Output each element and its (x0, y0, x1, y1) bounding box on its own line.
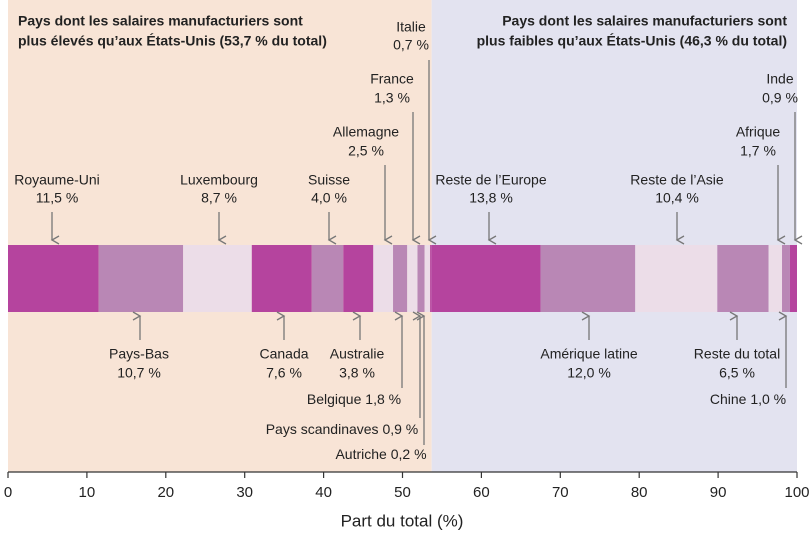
segment-name: Royaume-Uni (14, 172, 100, 188)
segment-label: Chine 1,0 % (710, 391, 786, 407)
segment-value-label: 8,7 % (201, 190, 237, 206)
bar-segment (540, 245, 636, 312)
bar-segment (98, 245, 184, 312)
segment-value-label: 3,8 % (339, 365, 375, 381)
bar-segment (343, 245, 374, 312)
region-title: plus élevés qu’aux États-Unis (53,7 % du… (18, 33, 327, 49)
segment-name: Belgique (307, 391, 362, 407)
bar-segment (8, 245, 99, 312)
segment-name: Luxembourg (180, 172, 258, 188)
segment-value-label: 2,5 % (348, 143, 384, 159)
segment-name: France (370, 71, 414, 87)
plot: Royaume-Uni 11,5 % Pays-Bas 10,7 % Luxembour… (4, 13, 810, 501)
region-title: Pays dont les salaires manufacturiers so… (502, 13, 787, 29)
x-tick-label: 30 (236, 484, 253, 501)
x-tick-label: 0 (4, 484, 12, 501)
segment-value-label: 1,7 % (740, 143, 776, 159)
segment-name: Canada (259, 346, 308, 362)
backgrounds (8, 0, 797, 472)
bar-segment (373, 245, 394, 312)
segment-value-label: 7,6 % (266, 365, 302, 381)
segment-value-label: 10,7 % (117, 365, 161, 381)
x-tick-label: 10 (79, 484, 96, 501)
x-axis-label: Part du total (%) (341, 511, 464, 530)
bar-segment (183, 245, 252, 312)
segment-value-label: 0,9 % (762, 90, 798, 106)
segment-name: Pays-Bas (109, 346, 169, 362)
segment-name: Chine (710, 391, 747, 407)
segment-name: Reste du total (694, 346, 780, 362)
segment-name: Reste de l’Europe (435, 172, 547, 188)
bar-segment (717, 245, 769, 312)
bar-segment (768, 245, 783, 312)
segment-value-label: 13,8 % (469, 190, 513, 206)
region-title: Pays dont les salaires manufacturiers so… (18, 13, 303, 29)
x-tick-label: 100 (784, 484, 809, 501)
bar-segment (407, 245, 418, 312)
bar-segment (417, 245, 425, 312)
x-tick-label: 60 (473, 484, 490, 501)
segment-name: Suisse (308, 172, 350, 188)
bar-segment (430, 245, 432, 312)
segment-label: Autriche 0,2 % (335, 446, 426, 462)
segment-value-label: 1,3 % (374, 90, 410, 106)
x-tick-label: 90 (710, 484, 727, 501)
segment-label: Pays scandinaves 0,9 % (266, 421, 419, 437)
x-tick-label: 40 (315, 484, 332, 501)
bar-segment (782, 245, 790, 312)
segment-name: Pays scandinaves (266, 421, 379, 437)
segment-value-label: 0,7 % (393, 37, 429, 53)
segment-value-label: 4,0 % (311, 190, 347, 206)
x-tick-label: 70 (552, 484, 569, 501)
segment-name: Afrique (736, 124, 781, 140)
segment-label: Belgique 1,8 % (307, 391, 401, 407)
segment-value-label: 1,0 % (750, 391, 786, 407)
segment-value-label: 12,0 % (567, 365, 611, 381)
x-tick-label: 50 (394, 484, 411, 501)
segment-name: Inde (766, 71, 793, 87)
segment-name: Amérique latine (540, 346, 637, 362)
bar-segment (789, 245, 797, 312)
segment-value-label: 10,4 % (655, 190, 699, 206)
segment-value-label: 11,5 % (36, 190, 79, 206)
bar-segment (393, 245, 408, 312)
bar-segment (251, 245, 312, 312)
segment-name: Australie (330, 346, 385, 362)
segment-value-label: 1,8 % (365, 391, 401, 407)
region-title: plus faibles qu’aux États-Unis (46,3 % d… (477, 33, 787, 49)
segment-name: Autriche (335, 446, 387, 462)
x-tick-label: 20 (157, 484, 174, 501)
bar-segment (431, 245, 541, 312)
x-tick-label: 80 (631, 484, 648, 501)
segment-name: Italie (396, 19, 426, 35)
bar-segment (635, 245, 718, 312)
segment-value-label: 0,9 % (382, 421, 418, 437)
bar-segment (424, 245, 431, 312)
bar-segment (311, 245, 344, 312)
segment-value-label: 6,5 % (719, 365, 755, 381)
segment-name: Reste de l’Asie (630, 172, 724, 188)
segment-value-label: 0,2 % (391, 446, 427, 462)
segment-name: Allemagne (333, 124, 399, 140)
